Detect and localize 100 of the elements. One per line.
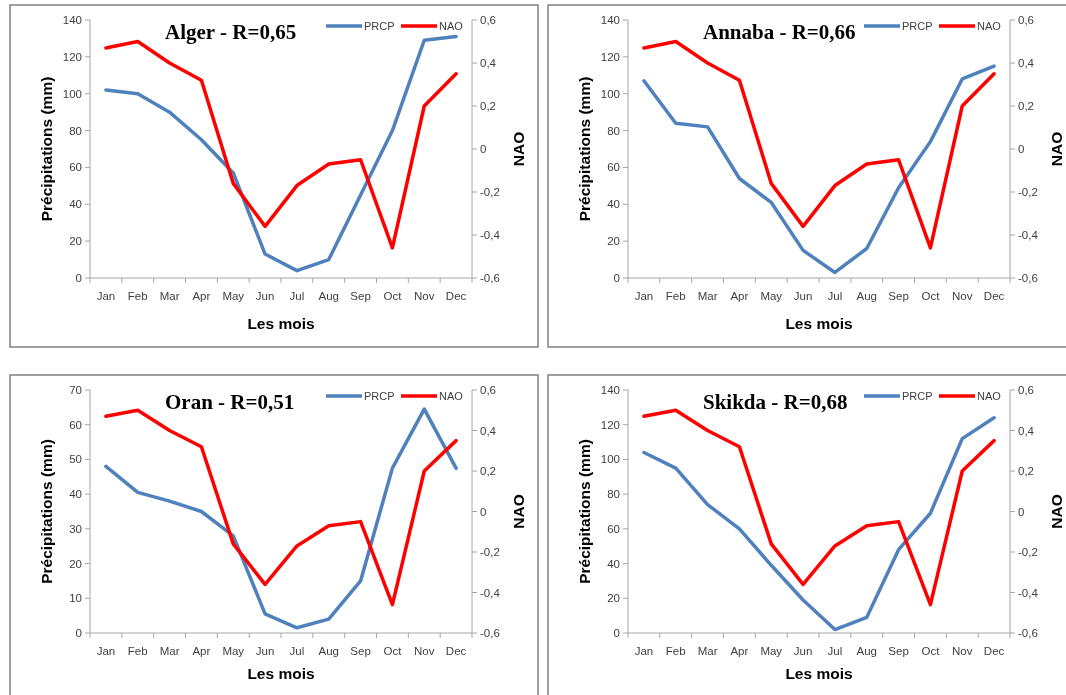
x-axis-title: Les mois xyxy=(247,315,315,332)
y2-tick-label: 0,6 xyxy=(1018,14,1034,27)
y2-tick-label: -0,6 xyxy=(480,627,500,640)
x-tick-label: Sep xyxy=(350,290,371,302)
y-tick-label: 20 xyxy=(607,592,620,605)
y2-tick-label: -0,4 xyxy=(1018,229,1039,242)
y-tick-label: 20 xyxy=(607,235,620,248)
x-tick-label: Aug xyxy=(318,645,339,657)
x-tick-label: Mar xyxy=(697,645,718,657)
x-tick-label: Oct xyxy=(383,290,403,302)
x-tick-label: May xyxy=(222,290,245,302)
y2-tick-label: 0,2 xyxy=(480,100,496,113)
x-tick-label: Oct xyxy=(921,645,941,657)
y-tick-label: 140 xyxy=(600,384,620,397)
y2-tick-label: 0,4 xyxy=(480,424,497,437)
x-tick-label: Nov xyxy=(952,645,973,657)
x-tick-label: Nov xyxy=(414,290,435,302)
y-tick-label: 40 xyxy=(69,198,82,211)
y-tick-label: 0 xyxy=(75,627,82,640)
x-tick-label: Sep xyxy=(888,290,909,302)
y2-tick-label: -0,6 xyxy=(1018,627,1038,640)
y-tick-label: 100 xyxy=(600,453,620,466)
x-tick-label: Feb xyxy=(665,645,686,657)
y2-axis-title: NAO xyxy=(510,494,527,529)
legend-label: NAO xyxy=(977,389,1002,402)
chart-title: Annaba - R=0,66 xyxy=(703,20,856,44)
x-tick-label: Apr xyxy=(730,290,749,302)
x-tick-label: Jun xyxy=(255,645,275,657)
y-tick-label: 120 xyxy=(600,50,620,63)
y-tick-label: 50 xyxy=(69,453,82,466)
y2-tick-label: -0,2 xyxy=(1018,546,1038,559)
y2-tick-label: -0,2 xyxy=(480,186,500,199)
x-tick-label: May xyxy=(222,645,245,657)
x-tick-label: Feb xyxy=(127,290,148,302)
y-tick-label: 140 xyxy=(62,14,82,27)
y-tick-label: 80 xyxy=(607,488,620,501)
y2-axis-title: NAO xyxy=(1048,131,1065,167)
y2-tick-label: 0 xyxy=(480,143,487,156)
x-tick-label: Dec xyxy=(983,290,1005,302)
x-tick-label: Dec xyxy=(983,645,1005,657)
x-tick-label: Jan xyxy=(96,645,116,657)
y-tick-label: 0 xyxy=(75,272,82,285)
y-tick-label: 10 xyxy=(69,592,82,605)
x-tick-label: Jan xyxy=(634,290,654,302)
x-tick-label: Apr xyxy=(192,290,211,302)
y2-tick-label: 0,6 xyxy=(480,14,496,27)
x-tick-label: Apr xyxy=(192,645,211,657)
y-tick-label: 60 xyxy=(69,418,82,431)
y2-tick-label: 0,2 xyxy=(1018,465,1034,478)
y2-tick-label: 0 xyxy=(1018,143,1025,156)
x-tick-label: Mar xyxy=(159,290,180,302)
y-tick-label: 30 xyxy=(69,522,82,535)
y2-tick-label: 0,6 xyxy=(1018,384,1034,397)
y-tick-label: 60 xyxy=(69,161,82,174)
y2-tick-label: -0,4 xyxy=(480,229,501,242)
y2-tick-label: -0,4 xyxy=(1018,586,1039,599)
x-tick-label: Oct xyxy=(921,290,941,302)
legend-label: NAO xyxy=(977,19,1002,32)
x-tick-label: Aug xyxy=(856,645,877,657)
y-tick-label: 60 xyxy=(607,161,620,174)
x-tick-label: Jan xyxy=(634,645,654,657)
y-tick-label: 80 xyxy=(607,124,620,137)
y-tick-label: 100 xyxy=(62,87,82,100)
x-axis-title: Les mois xyxy=(785,315,853,332)
x-tick-label: Jul xyxy=(827,290,843,302)
x-tick-label: Aug xyxy=(318,290,339,302)
chart-title: Alger - R=0,65 xyxy=(165,20,297,44)
legend-label: NAO xyxy=(439,389,464,402)
y2-tick-label: 0,6 xyxy=(480,384,496,397)
y2-tick-label: 0 xyxy=(1018,505,1025,518)
y-axis-title: Précipitations (mm) xyxy=(38,76,55,222)
legend-label: PRCP xyxy=(902,19,933,32)
y-tick-label: 40 xyxy=(607,198,620,211)
y2-tick-label: 0,2 xyxy=(480,465,496,478)
chart-title: Oran - R=0,51 xyxy=(165,390,295,414)
legend-label: NAO xyxy=(439,19,464,32)
y2-tick-label: 0,2 xyxy=(1018,100,1034,113)
x-tick-label: Jun xyxy=(793,645,813,657)
y-tick-label: 140 xyxy=(600,14,620,27)
x-tick-label: Apr xyxy=(730,645,749,657)
x-tick-label: Jun xyxy=(793,290,813,302)
y2-axis-title: NAO xyxy=(510,131,527,167)
y2-axis-title: NAO xyxy=(1048,494,1065,529)
y2-tick-label: -0,2 xyxy=(480,546,500,559)
y-tick-label: 40 xyxy=(69,488,82,501)
x-tick-label: Sep xyxy=(350,645,371,657)
x-tick-label: Jan xyxy=(96,290,116,302)
x-tick-label: Jul xyxy=(289,645,305,657)
legend-label: PRCP xyxy=(902,389,933,402)
x-tick-label: May xyxy=(760,290,783,302)
y-axis-title: Précipitations (mm) xyxy=(576,76,593,222)
x-tick-label: Feb xyxy=(127,645,148,657)
y2-tick-label: 0,4 xyxy=(1018,424,1035,437)
y-axis-title: Précipitations (mm) xyxy=(38,439,55,584)
y-tick-label: 60 xyxy=(607,522,620,535)
y-tick-label: 80 xyxy=(69,124,82,137)
y-tick-label: 20 xyxy=(69,557,82,570)
x-tick-label: Oct xyxy=(383,645,403,657)
x-tick-label: May xyxy=(760,645,783,657)
y-tick-label: 70 xyxy=(69,384,82,397)
